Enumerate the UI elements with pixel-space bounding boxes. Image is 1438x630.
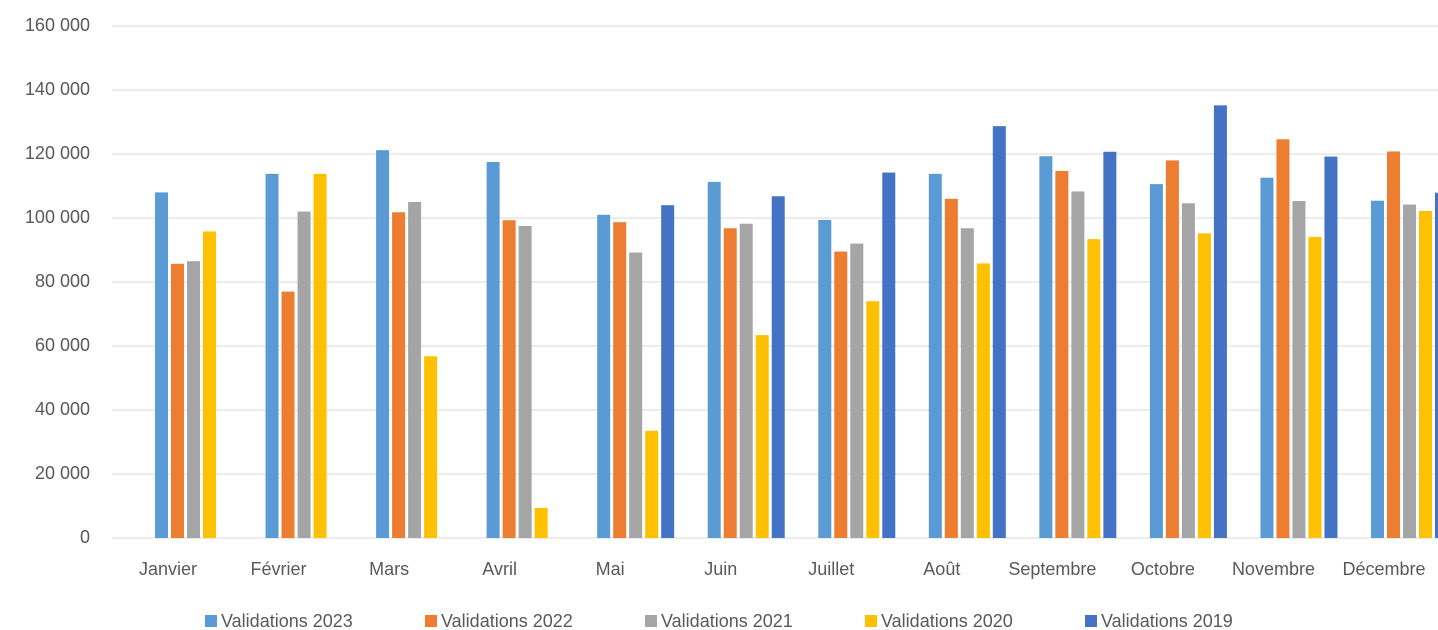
bar (297, 211, 311, 538)
y-tick-label: 60 000 (35, 335, 90, 355)
bar (1071, 191, 1085, 538)
bar (629, 252, 643, 538)
bar (502, 220, 516, 539)
bar (1435, 192, 1438, 538)
bar (1039, 156, 1053, 539)
bar (645, 430, 659, 538)
bar (613, 222, 627, 538)
bar (818, 219, 832, 539)
y-tick-label: 20 000 (35, 463, 90, 483)
bar (992, 126, 1006, 538)
bar (944, 198, 958, 539)
bar (707, 181, 721, 538)
bar (1213, 105, 1227, 539)
x-tick-label: Octobre (1131, 559, 1195, 579)
x-tick-label: Mars (369, 559, 409, 579)
bar (976, 263, 990, 538)
y-tick-label: 120 000 (25, 143, 90, 163)
legend-swatch (425, 615, 437, 627)
bar (850, 243, 864, 538)
y-tick-label: 140 000 (25, 79, 90, 99)
bar (313, 173, 327, 538)
bar (281, 291, 295, 538)
y-tick-label: 40 000 (35, 399, 90, 419)
bar (1419, 210, 1432, 538)
bar (661, 205, 675, 538)
bar (518, 226, 532, 538)
x-tick-label: Juin (704, 559, 737, 579)
y-tick-label: 100 000 (25, 207, 90, 227)
legend-label: Validations 2023 (221, 611, 353, 630)
y-tick-label: 160 000 (25, 15, 90, 35)
legend-swatch (645, 615, 657, 627)
bar (1103, 151, 1117, 538)
bar (408, 202, 422, 538)
bar (1292, 201, 1306, 539)
bar (755, 335, 769, 538)
bar (1165, 160, 1179, 538)
bar (882, 172, 896, 538)
bar (155, 192, 168, 538)
bar (1324, 156, 1338, 538)
legend-label: Validations 2021 (661, 611, 793, 630)
bar (1149, 184, 1163, 538)
bar (771, 196, 785, 539)
bar (1197, 233, 1211, 539)
bar (265, 173, 279, 538)
bar (424, 356, 438, 538)
legend-label: Validations 2022 (441, 611, 573, 630)
x-tick-label: Janvier (139, 559, 197, 579)
bar (1055, 170, 1069, 538)
x-tick-label: Novembre (1232, 559, 1315, 579)
bar (1181, 203, 1195, 538)
legend-swatch (865, 615, 877, 627)
bar (1371, 200, 1384, 538)
bar (376, 150, 390, 538)
bar (392, 212, 406, 539)
bar (1308, 236, 1322, 538)
bar (866, 301, 880, 538)
bar (739, 223, 753, 538)
y-tick-label: 0 (80, 527, 90, 547)
bar (597, 214, 611, 539)
bar (928, 173, 942, 538)
x-tick-label: Septembre (1008, 559, 1096, 579)
x-tick-label: Décembre (1342, 559, 1425, 579)
bar (203, 231, 216, 538)
legend-swatch (205, 615, 217, 627)
y-tick-label: 80 000 (35, 271, 90, 291)
x-tick-label: Août (923, 559, 960, 579)
bar (171, 263, 184, 538)
bar (1260, 177, 1274, 538)
x-tick-label: Mai (596, 559, 625, 579)
bar (834, 251, 848, 538)
legend-swatch (1085, 615, 1097, 627)
x-tick-label: Février (251, 559, 307, 579)
bar (534, 507, 548, 538)
bar (486, 162, 500, 538)
bar (1403, 204, 1416, 538)
bar (187, 261, 200, 538)
bar (1276, 139, 1290, 538)
legend-label: Validations 2019 (1101, 611, 1233, 630)
x-tick-label: Juillet (808, 559, 854, 579)
legend-label: Validations 2020 (881, 611, 1013, 630)
bar (960, 228, 974, 539)
bar (723, 228, 737, 539)
bar (1387, 151, 1400, 538)
x-tick-label: Avril (482, 559, 517, 579)
bar (1087, 239, 1101, 538)
